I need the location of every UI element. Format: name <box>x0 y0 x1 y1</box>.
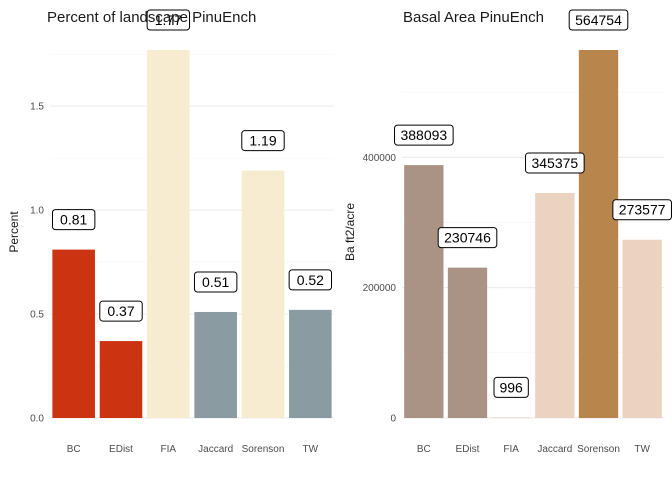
chart1-bar-jaccard <box>194 311 237 418</box>
chart1-bar-sorenson <box>241 170 285 418</box>
chart1-x-tick-label: FIA <box>161 444 177 455</box>
chart2-data-label: 345375 <box>531 155 578 171</box>
chart2-data-label: 564754 <box>575 12 622 28</box>
chart2-data-label: 388093 <box>400 127 447 143</box>
chart2-y-tick-label: 0 <box>390 414 396 425</box>
chart2-x-tick-label: Jaccard <box>537 444 572 455</box>
chart1-x-tick-label: Jaccard <box>198 444 233 455</box>
chart2-title: Basal Area PinuEnch <box>403 9 544 26</box>
chart1-data-label-box <box>193 271 238 293</box>
chart1-data-label-box <box>288 269 333 291</box>
chart1-x-tick-label: EDist <box>109 444 133 455</box>
chart1-bar-tw <box>289 309 332 418</box>
chart1-y-tick-label: 1.0 <box>30 206 44 217</box>
chart2-data-label-box <box>437 227 498 249</box>
chart1-data-label: 1.19 <box>249 133 276 149</box>
chart1-bar-fia <box>147 50 190 418</box>
chart2-data-label: 230746 <box>444 230 491 246</box>
chart2-bar-jaccard <box>535 192 575 418</box>
chart2-data-label-box <box>394 124 454 146</box>
chart2-x-tick-label: TW <box>634 444 650 455</box>
chart2-x-tick-label: BC <box>417 444 431 455</box>
chart1-bar-bc <box>52 249 95 418</box>
chart1-data-label: 0.81 <box>60 212 87 228</box>
chart1-data-label-box <box>99 300 143 322</box>
chart1-data-label: 0.52 <box>297 272 324 288</box>
chart2-data-label-box <box>612 199 672 221</box>
chart2-x-tick-label: Sorenson <box>577 444 620 455</box>
chart1-bar-edist <box>99 341 143 418</box>
chart1-data-label: 0.51 <box>202 274 229 290</box>
chart1-data-label: 1.77 <box>155 12 182 28</box>
chart1-data-label-box <box>241 130 285 152</box>
chart2-data-label-box <box>525 152 585 174</box>
chart2-bar-edist <box>447 267 488 418</box>
chart2-bar-tw <box>622 239 662 418</box>
chart2-x-tick-label: FIA <box>503 444 519 455</box>
chart2-data-label: 996 <box>499 379 523 395</box>
chart2-bar-sorenson <box>578 50 619 418</box>
chart1-y-tick-label: 0.5 <box>30 310 44 321</box>
chart1-y-axis-label: Percent <box>7 211 21 253</box>
chart1-data-label-box <box>51 209 96 231</box>
chart2-y-tick-label: 200000 <box>363 283 397 294</box>
chart1-y-tick-label: 1.5 <box>30 102 44 113</box>
chart2-bar-fia <box>491 417 531 418</box>
chart1-data-label-box <box>146 9 191 31</box>
chart1-x-tick-label: TW <box>303 444 319 455</box>
chart2-data-label-box <box>568 9 629 31</box>
chart1-title: Percent of landscape PinuEnch <box>47 9 256 26</box>
chart1-y-tick-label: 0.0 <box>30 414 44 425</box>
chart1-data-label: 0.37 <box>107 303 134 319</box>
chart1-x-tick-label: BC <box>67 444 81 455</box>
chart1-x-tick-label: Sorenson <box>242 444 285 455</box>
chart2-y-tick-label: 400000 <box>363 153 397 164</box>
chart2-bar-bc <box>404 165 444 418</box>
chart2-data-label: 273577 <box>619 202 666 218</box>
chart2-x-tick-label: EDist <box>456 444 480 455</box>
chart2-data-label-box <box>493 376 529 398</box>
chart2-y-axis-label: Ba ft2/acre <box>343 203 357 261</box>
